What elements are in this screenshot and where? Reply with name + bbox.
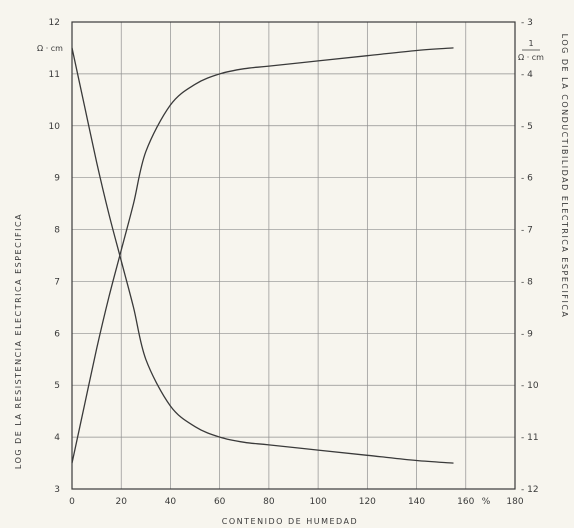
x-tick-label: 160 [457, 497, 474, 507]
y-left-tick-label: 8 [54, 226, 60, 236]
right-unit-numerator: 1 [528, 39, 533, 48]
x-tick-label: 60 [214, 497, 226, 507]
series-line-resistance [71, 47, 454, 464]
x-tick-label: 180 [506, 497, 523, 507]
y-left-tick-label: 4 [54, 433, 60, 443]
y-left-tick-label: 12 [49, 18, 60, 28]
x-tick-label: 40 [165, 497, 177, 507]
y-left-tick-label: 7 [54, 277, 60, 287]
y-left-tick-label: 3 [54, 485, 60, 495]
x-tick-label: 80 [263, 497, 275, 507]
y-axis-right-ticks: - 3 - 4 - 5 - 6 - 7 - 8 - 9 - 10 - 11 - 12 [521, 18, 539, 495]
x-tick-label: 120 [359, 497, 376, 507]
x-tick-label: 140 [408, 497, 425, 507]
y-left-tick-label: 5 [54, 381, 60, 391]
y-right-tick-label: - 3 [521, 18, 533, 28]
x-percent-label: % [482, 497, 491, 507]
plot-frame [71, 21, 516, 490]
x-axis-ticks: 0 20 40 60 80 100 120 140 160 180 [69, 497, 524, 507]
y-right-tick-label: - 9 [521, 329, 533, 339]
left-unit-label: Ω · cm [37, 44, 63, 53]
series-line-conductivity [71, 47, 454, 464]
y-right-tick-label: - 11 [521, 433, 539, 443]
y-right-tick-label: - 10 [521, 381, 539, 391]
y-right-tick-label: - 12 [521, 485, 539, 495]
y-axis-left-title: LOG DE LA RESISTENCIA ELECTRICA ESPECIFI… [14, 213, 23, 469]
y-axis-right-title: LOG DE LA CONDUCTIBILIDAD ELECTRICA ESPE… [560, 34, 569, 319]
y-right-tick-label: - 4 [521, 70, 533, 80]
x-tick-label: 100 [310, 497, 327, 507]
y-axis-left-ticks: 3 4 5 6 7 8 9 10 11 12 [49, 18, 61, 495]
y-left-tick-label: 9 [54, 174, 60, 184]
y-left-tick-label: 6 [54, 329, 60, 339]
y-left-tick-label: 11 [49, 70, 60, 80]
y-right-tick-label: - 5 [521, 122, 533, 132]
y-left-tick-label: 10 [49, 122, 61, 132]
y-right-tick-label: - 6 [521, 174, 533, 184]
y-right-tick-label: - 8 [521, 277, 533, 287]
x-axis-title: CONTENIDO DE HUMEDAD [222, 517, 358, 526]
x-tick-label: 20 [115, 497, 127, 507]
series-group [71, 47, 454, 464]
right-unit-denominator: Ω · cm [518, 53, 544, 62]
x-tick-label: 0 [69, 497, 75, 507]
y-right-tick-label: - 7 [521, 226, 533, 236]
